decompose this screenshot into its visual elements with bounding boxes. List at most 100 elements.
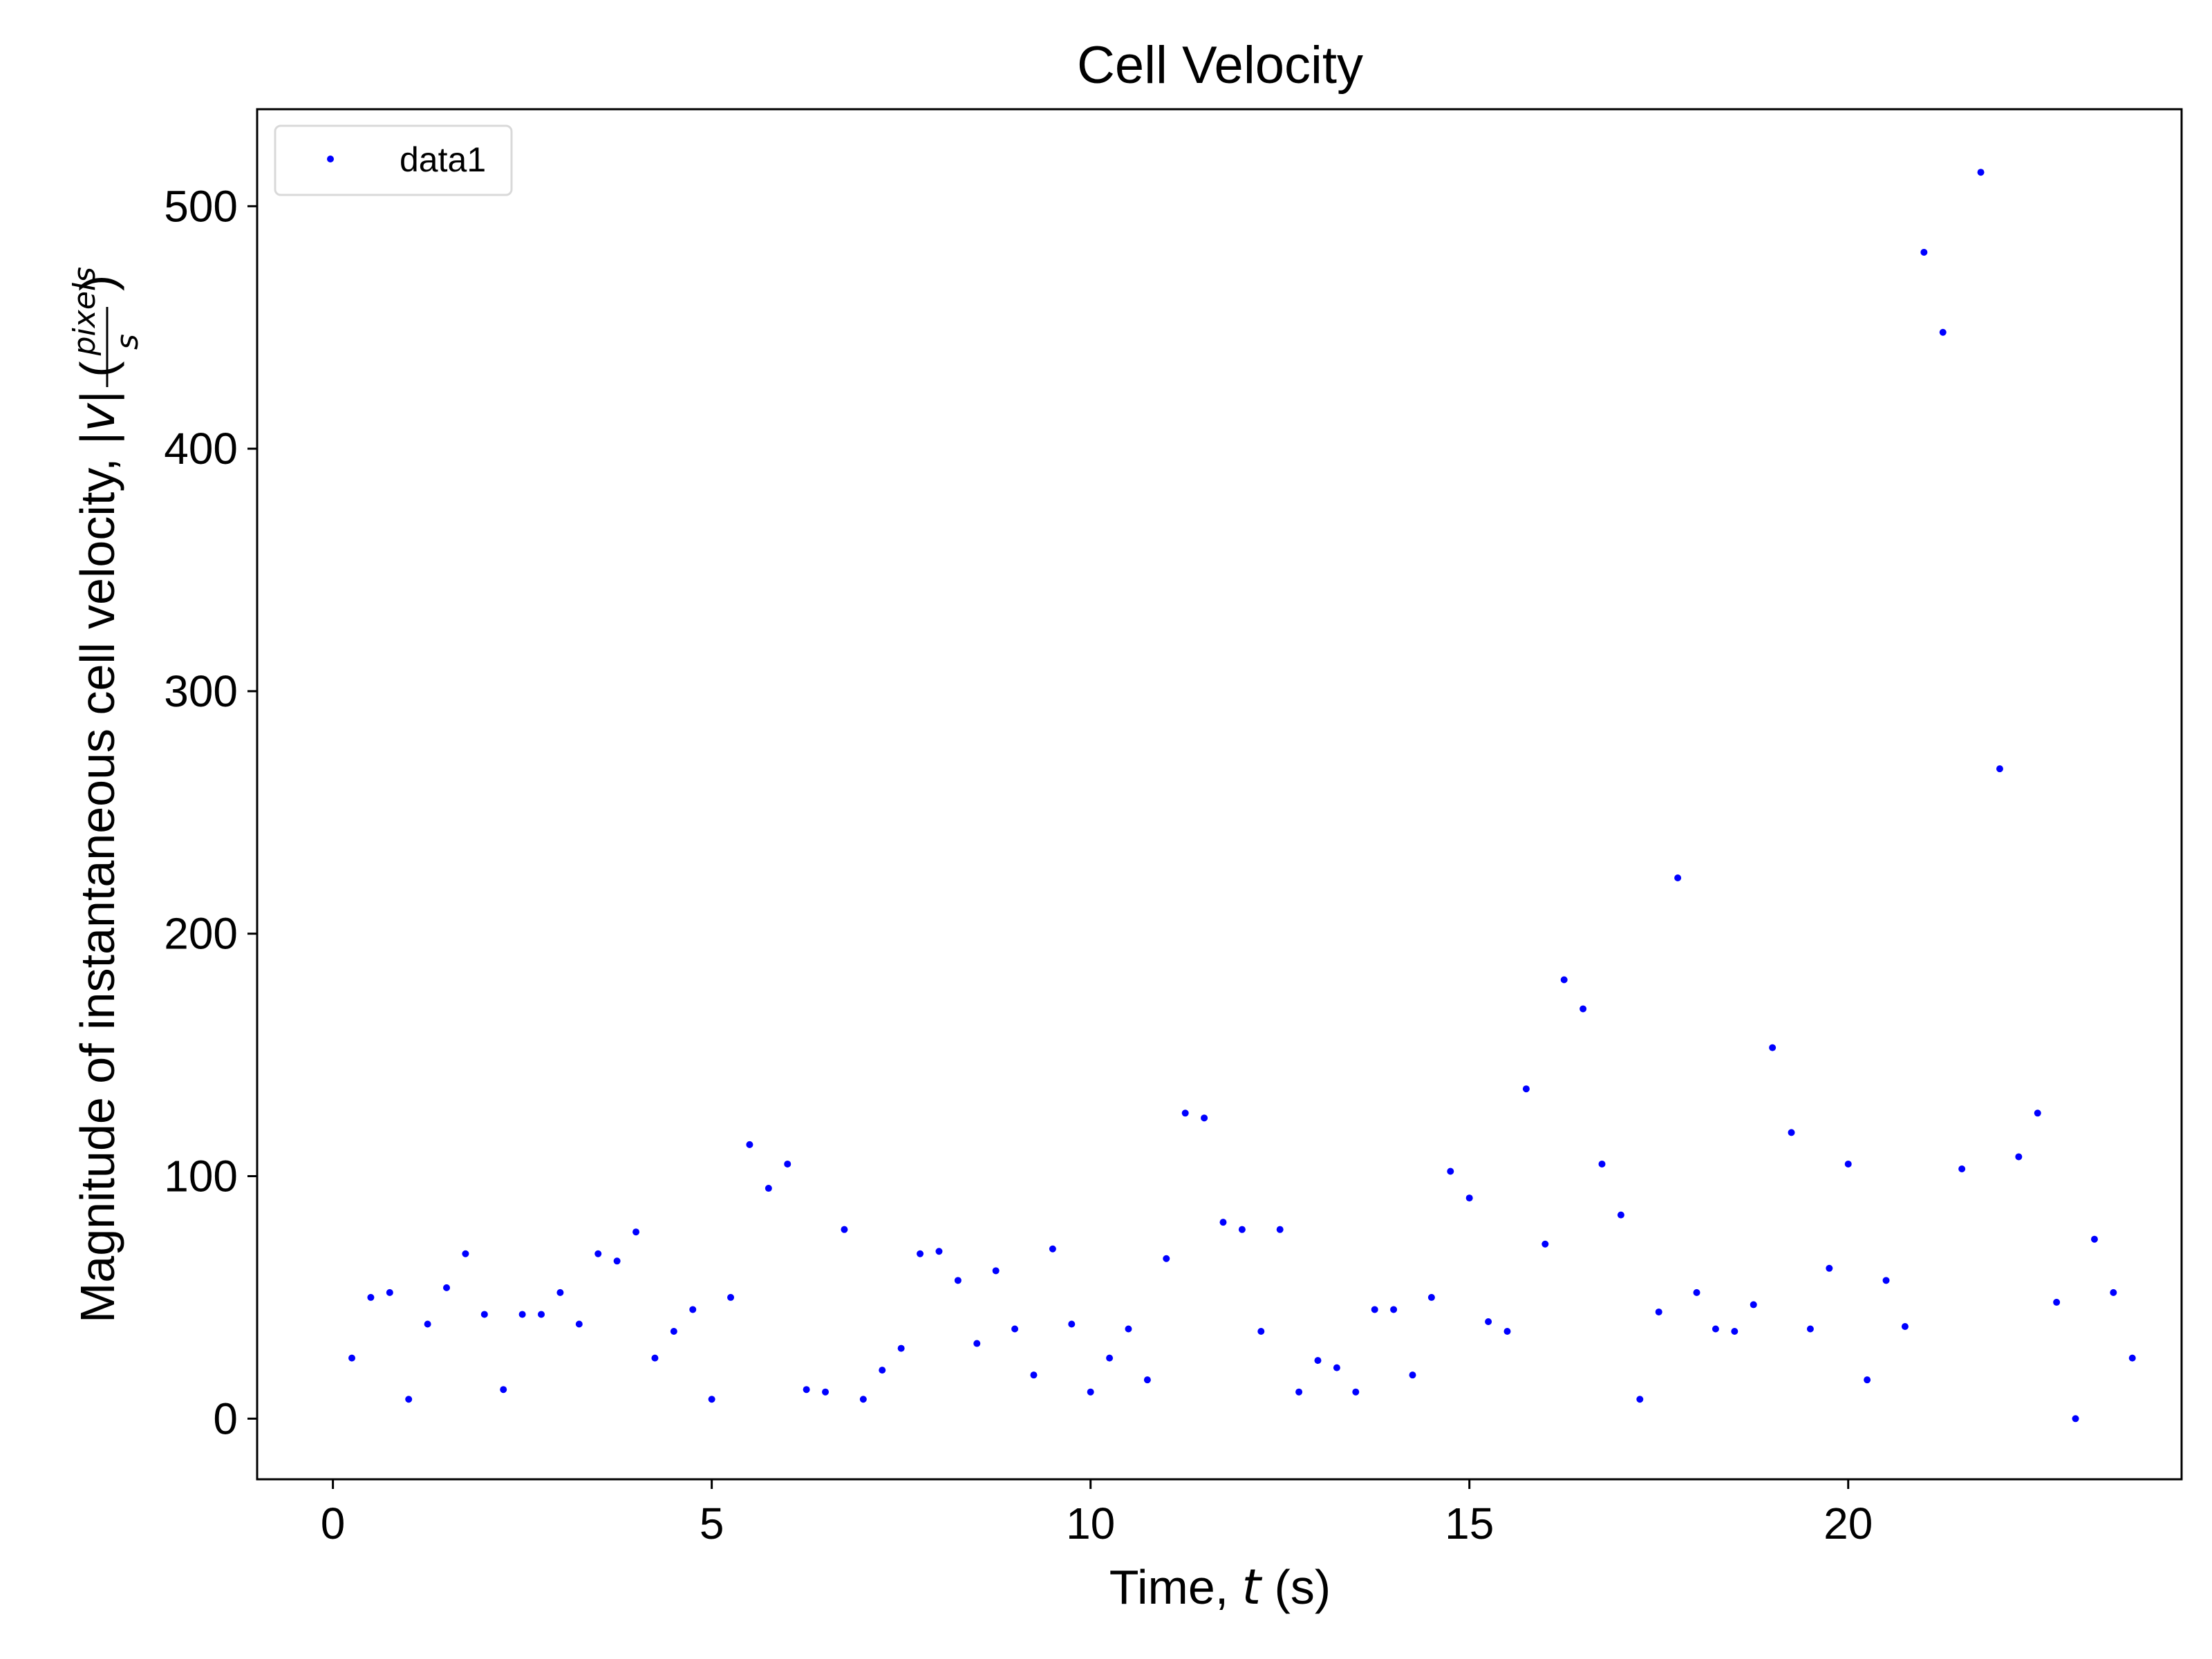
data-point (1844, 1160, 1852, 1168)
data-point (1238, 1226, 1246, 1233)
data-point (2053, 1298, 2061, 1306)
data-point (424, 1320, 431, 1328)
x-axis-label-suffix: (s) (1261, 1560, 1331, 1614)
data-point (1541, 1240, 1549, 1248)
data-point (1295, 1388, 1303, 1396)
data-point (879, 1367, 886, 1374)
data-point (1939, 328, 1947, 336)
data-point (1201, 1114, 1208, 1122)
y-tick-label: 200 (164, 909, 238, 959)
data-point (1181, 1109, 1189, 1117)
data-point (1977, 169, 1985, 176)
data-point (1522, 1085, 1530, 1093)
x-tick-label: 10 (1066, 1499, 1115, 1548)
data-point (1826, 1264, 1833, 1272)
y-tick-label: 500 (164, 181, 238, 231)
legend-label-data1: data1 (400, 140, 486, 179)
data-point (2090, 1235, 2098, 1243)
chart-title: Cell Velocity (1077, 36, 1363, 95)
data-point (746, 1141, 753, 1148)
legend: data1 (274, 124, 513, 196)
data-point (1011, 1325, 1019, 1333)
x-tick-label: 5 (700, 1499, 724, 1548)
legend-marker-data1 (327, 156, 334, 162)
data-point (1219, 1219, 1227, 1226)
data-point (917, 1250, 924, 1257)
data-point (935, 1248, 943, 1255)
y-axis-label-close: ) (71, 275, 124, 291)
data-point (1427, 1293, 1435, 1301)
data-point (992, 1267, 1000, 1275)
data-point (632, 1228, 640, 1236)
y-axis-label: Magnitude of instantaneous cell velocity… (67, 267, 145, 1323)
x-axis-label: Time, t (s) (1109, 1559, 1331, 1615)
data-point (708, 1396, 715, 1403)
data-point (1617, 1211, 1624, 1219)
y-tick-label: 400 (164, 424, 238, 474)
data-point (1560, 976, 1568, 984)
plot-area-frame (256, 108, 2183, 1481)
y-axis-ticks: 0 100 200 300 400 500 (164, 181, 257, 1443)
data-point (1731, 1328, 1738, 1335)
data-point (462, 1250, 469, 1257)
data-point (1163, 1255, 1170, 1262)
x-axis-label-variable: t (1242, 1559, 1263, 1615)
data-point (1655, 1308, 1662, 1315)
data-point (480, 1311, 488, 1318)
data-point (1465, 1194, 1473, 1202)
data-point (1125, 1325, 1132, 1333)
data-point (1712, 1325, 1719, 1333)
data-point (367, 1293, 375, 1301)
data-point (651, 1354, 659, 1362)
data-point (1788, 1129, 1795, 1136)
data-point (538, 1311, 545, 1318)
data-point (1068, 1320, 1076, 1328)
y-tick-label: 100 (164, 1152, 238, 1201)
y-axis-label-unit-denominator: s (110, 334, 145, 350)
data-point (386, 1288, 393, 1296)
x-tick-label: 15 (1445, 1499, 1494, 1548)
data-point (670, 1328, 677, 1335)
x-tick-label: 20 (1824, 1499, 1873, 1548)
data-point (613, 1257, 621, 1265)
x-tick-label: 0 (321, 1499, 346, 1548)
data-point (897, 1344, 905, 1352)
data-point (405, 1396, 413, 1403)
data-point (1503, 1328, 1511, 1335)
data-point (1882, 1277, 1890, 1284)
svg-text:Magnitude of instantaneous cel: Magnitude of instantaneous cell velocity… (67, 267, 145, 1323)
data-point (841, 1226, 848, 1233)
data-point (689, 1306, 697, 1313)
data-point (556, 1288, 564, 1296)
data-point (1674, 874, 1682, 882)
data-point (973, 1340, 981, 1347)
data-point (1901, 1322, 1909, 1330)
data-point (1087, 1388, 1094, 1396)
data-point (1333, 1364, 1340, 1371)
data-point (575, 1320, 583, 1328)
data-point (1636, 1396, 1644, 1403)
data-point (1030, 1371, 1038, 1379)
data-point (1769, 1044, 1777, 1051)
data-point (2110, 1288, 2117, 1296)
data-point (1580, 1005, 1587, 1013)
legend-box (274, 124, 513, 196)
y-axis-label-prefix: Magnitude of instantaneous cell velocity… (71, 432, 124, 1323)
data-point (2015, 1153, 2023, 1161)
y-tick-label: 300 (164, 666, 238, 716)
data-point (765, 1185, 772, 1192)
data-point (500, 1386, 507, 1394)
data-point (1106, 1354, 1114, 1362)
data-point (1447, 1168, 1454, 1175)
data-point (443, 1284, 451, 1291)
data-point (1750, 1301, 1757, 1309)
data-point (803, 1386, 810, 1394)
data-point (1485, 1318, 1492, 1325)
data-point (954, 1277, 962, 1284)
data-point (1257, 1328, 1265, 1335)
data-point (1958, 1165, 1966, 1172)
data-point (2128, 1354, 2136, 1362)
